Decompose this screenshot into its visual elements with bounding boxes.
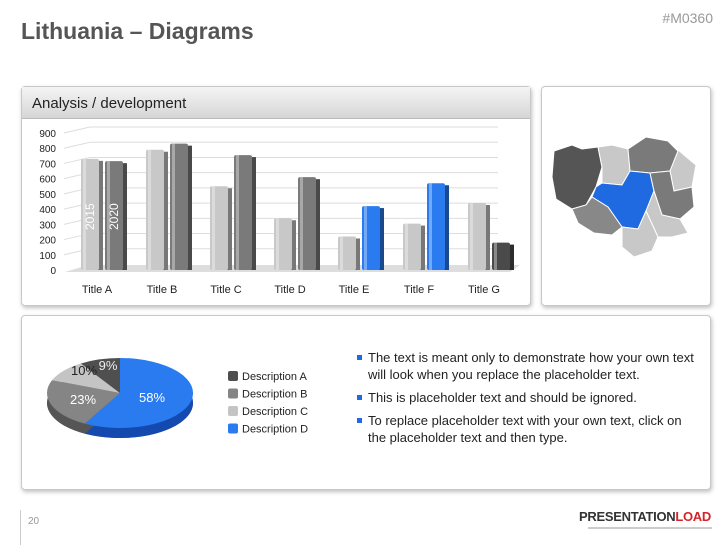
bar: [338, 236, 356, 270]
y-tick-label: 700: [39, 159, 56, 170]
slide-code: #M0360: [662, 10, 713, 26]
gridline-side: [63, 156, 91, 164]
bar-side: [485, 205, 490, 270]
bar: [362, 206, 380, 270]
bar-side: [444, 185, 449, 270]
presentationload-logo: PRESENTATIONLOAD: [579, 509, 711, 524]
bar-side: [420, 225, 425, 270]
legend-label: Description D: [242, 424, 308, 436]
x-tick-label: Title C: [210, 284, 241, 296]
page-title: Lithuania – Diagrams: [21, 18, 254, 44]
bar-side: [122, 163, 127, 270]
bar-highlight: [148, 149, 151, 270]
bar: [298, 177, 316, 270]
y-tick-label: 100: [39, 251, 56, 262]
map-region-southeast: [645, 189, 689, 238]
bar-side: [98, 160, 103, 270]
bar-side: [251, 157, 256, 270]
legend-swatch: [228, 388, 238, 399]
bar: [468, 203, 486, 270]
x-tick-label: Title A: [82, 284, 113, 296]
gridline-side: [63, 126, 91, 134]
legend-swatch: [228, 406, 238, 416]
bar: [210, 186, 228, 270]
bar: [81, 158, 99, 270]
legend-label: Description A: [242, 371, 307, 383]
y-tick-label: 400: [39, 205, 56, 216]
footer-divider: [20, 510, 21, 545]
chart-panel-title: Analysis / development: [22, 87, 530, 119]
bar-highlight: [300, 177, 303, 270]
page-number: 20: [28, 516, 40, 527]
bar-highlight: [405, 223, 408, 270]
pie-slice: [47, 380, 120, 424]
legend-label: Description C: [242, 406, 308, 418]
pie-value-label: 10%: [71, 363, 97, 378]
bar-side: [163, 151, 168, 270]
x-tick-label: Title G: [468, 284, 500, 296]
y-tick-label: 200: [39, 236, 56, 247]
x-tick-label: Title F: [404, 284, 434, 296]
map-region-southwest: [571, 196, 623, 236]
x-tick-label: Title E: [339, 284, 370, 296]
y-tick-label: 900: [39, 129, 56, 140]
map-region-south: [621, 209, 659, 258]
gridline-side: [63, 141, 91, 149]
bar-highlight: [429, 183, 432, 270]
bar-side: [227, 188, 232, 270]
x-tick-label: Title B: [147, 284, 178, 296]
pie-slice: [84, 358, 194, 429]
map-panel: [541, 86, 711, 306]
bar-highlight: [276, 218, 279, 270]
bar: [427, 183, 445, 270]
bullet-item: This is placeholder text and should be i…: [357, 389, 697, 406]
bar-highlight: [340, 236, 343, 270]
bar-side: [291, 220, 296, 270]
bar-side: [355, 238, 360, 270]
bar-highlight: [107, 161, 110, 270]
series-label: 2020: [107, 203, 121, 230]
bar-side: [187, 145, 192, 270]
y-tick-label: 800: [39, 144, 56, 155]
bullet-item: To replace placeholder text with your ow…: [357, 412, 697, 446]
bullet-list: The text is meant only to demonstrate ho…: [357, 349, 697, 452]
bar: [403, 223, 421, 270]
logo-underline: [588, 527, 712, 529]
legend-swatch: [228, 371, 238, 381]
bar-highlight: [83, 158, 86, 270]
bullet-item: The text is meant only to demonstrate ho…: [357, 349, 697, 383]
bar-highlight: [470, 203, 473, 270]
bar-highlight: [236, 155, 239, 270]
bar: [105, 161, 123, 270]
pie-value-label: 9%: [99, 358, 118, 373]
pie-slice: [80, 358, 120, 393]
bar-highlight: [494, 242, 497, 270]
y-tick-label: 600: [39, 175, 56, 186]
y-tick-label: 500: [39, 190, 56, 201]
pie-slice: [52, 363, 121, 393]
y-tick-label: 300: [39, 220, 56, 231]
bar-highlight: [364, 206, 367, 270]
x-tick-label: Title D: [274, 284, 305, 296]
bar-side: [509, 244, 514, 270]
bar-highlight: [172, 143, 175, 270]
bar-side: [379, 208, 384, 270]
bar: [146, 149, 164, 270]
bar: [170, 143, 188, 270]
pie-value-label: 58%: [139, 390, 165, 405]
series-label: 2015: [83, 203, 97, 230]
pie-value-label: 23%: [70, 392, 96, 407]
bar-highlight: [212, 186, 215, 270]
bar: [492, 242, 510, 270]
bar: [274, 218, 292, 270]
bar: [234, 155, 252, 270]
bar-side: [315, 179, 320, 270]
y-tick-label: 0: [50, 266, 56, 277]
legend-label: Description B: [242, 389, 307, 401]
lithuania-map: [551, 136, 697, 258]
legend-swatch: [228, 423, 238, 434]
